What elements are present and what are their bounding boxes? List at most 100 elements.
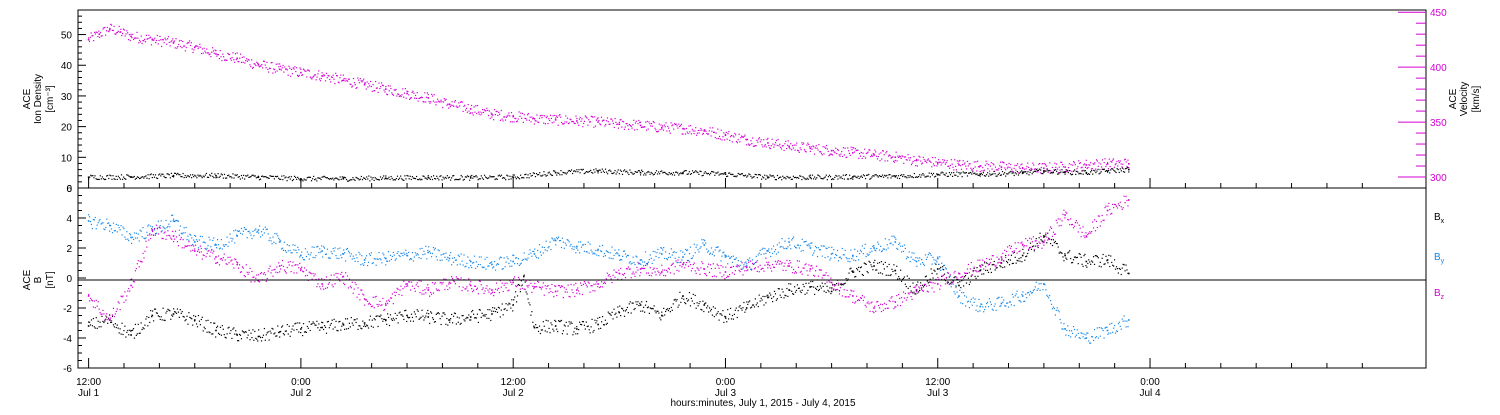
density-series-sample [105, 179, 106, 180]
by-series-sample [580, 241, 581, 242]
velocity-series-point [810, 148, 812, 150]
density-series-sample [775, 179, 776, 180]
bz-series-sample [258, 274, 259, 275]
density-series-sample [1006, 173, 1007, 174]
by-series-sample [825, 257, 826, 258]
bx-series-sample [592, 332, 593, 333]
by-series-sample [98, 222, 99, 223]
density-series-sample [905, 176, 906, 177]
velocity-series-sample [976, 170, 977, 171]
by-series-sample [370, 255, 371, 256]
density-series-sample [881, 176, 882, 177]
by-series-sample [304, 259, 305, 260]
bz-series-sample [137, 263, 138, 264]
density-series-sample [1061, 169, 1062, 170]
velocity-series-sample [295, 71, 296, 72]
velocity-series-sample [847, 147, 848, 148]
density-series-sample [214, 173, 215, 174]
velocity-series-sample [223, 56, 224, 57]
velocity-series-sample [772, 143, 773, 144]
velocity-series-sample [427, 92, 428, 93]
velocity-series-sample [578, 125, 579, 126]
velocity-series-sample [716, 132, 717, 133]
by-series-sample [1103, 337, 1104, 338]
bz-series-sample [254, 281, 255, 282]
bx-series-sample [441, 316, 442, 317]
density-series-sample [530, 173, 531, 174]
density-series-sample [1008, 172, 1009, 173]
bx-series-sample [231, 338, 232, 339]
velocity-series-sample [1055, 167, 1056, 168]
bx-series-sample [409, 317, 410, 318]
density-series-sample [243, 175, 244, 176]
by-series-sample [476, 261, 477, 262]
velocity-series-sample [696, 135, 697, 136]
density-series-sample [228, 175, 229, 176]
by-series-sample [264, 232, 265, 233]
density-series-sample [138, 177, 139, 178]
velocity-series-sample [381, 82, 382, 83]
by-series-sample [589, 253, 590, 254]
by-series-sample [1051, 304, 1052, 305]
bx-series-sample [596, 320, 597, 321]
by-series-sample [720, 260, 721, 261]
bx-series-sample [186, 316, 187, 317]
bx-series-sample [672, 310, 673, 311]
velocity-series-sample [1121, 166, 1122, 167]
density-series-sample [238, 177, 239, 178]
density-series-sample [280, 179, 281, 180]
by-series-sample [946, 268, 947, 269]
velocity-series-sample [623, 121, 624, 122]
density-series-sample [139, 178, 140, 179]
density-series-sample [946, 173, 947, 174]
density-series-sample [917, 177, 918, 178]
density-series-sample [902, 176, 903, 177]
density-series-sample [923, 174, 924, 175]
bx-series-sample [206, 320, 207, 321]
density-series-sample [1010, 171, 1011, 172]
velocity-series-sample [733, 136, 734, 137]
bx-series-sample [215, 336, 216, 337]
by-series-sample [475, 268, 476, 269]
bx-series-sample [539, 326, 540, 327]
density-series-sample [125, 179, 126, 180]
by-series-sample [621, 259, 622, 260]
bx-series-sample [907, 275, 908, 276]
velocity-series-sample [424, 92, 425, 93]
velocity-series-sample [954, 159, 955, 160]
velocity-series-sample [892, 156, 893, 157]
by-series-sample [146, 232, 147, 233]
bx-series-sample [401, 314, 402, 315]
velocity-series-sample [1089, 165, 1090, 166]
bx-series-sample [329, 327, 330, 328]
density-series-sample [1009, 171, 1010, 172]
density-series-sample [1127, 167, 1128, 168]
by-series-sample [802, 239, 803, 240]
bx-series-sample [970, 281, 971, 282]
velocity-series-sample [448, 108, 449, 109]
velocity-series-sample [699, 132, 700, 133]
density-series-sample [698, 174, 699, 175]
by-series-sample [351, 253, 352, 254]
by-series-sample [1010, 301, 1011, 302]
by-series-sample [428, 246, 429, 247]
density-series-sample [211, 173, 212, 174]
velocity-series-sample [1095, 168, 1096, 169]
density-series-sample [659, 173, 660, 174]
by-series-sample [240, 233, 241, 234]
density-series-sample [600, 170, 601, 171]
velocity-series-sample [607, 117, 608, 118]
density-series-sample [878, 176, 879, 177]
density-series-sample [751, 177, 752, 178]
density-series-sample [772, 175, 773, 176]
velocity-series-sample [156, 40, 157, 41]
velocity-series-sample [145, 41, 146, 42]
by-series-sample [749, 257, 750, 258]
by-series-sample [612, 258, 613, 259]
velocity-series-sample [547, 116, 548, 117]
density-series-sample [1111, 168, 1112, 169]
density-series-sample [420, 179, 421, 180]
velocity-series-sample [815, 147, 816, 148]
velocity-series-sample [1109, 159, 1110, 160]
density-series-sample [491, 176, 492, 177]
